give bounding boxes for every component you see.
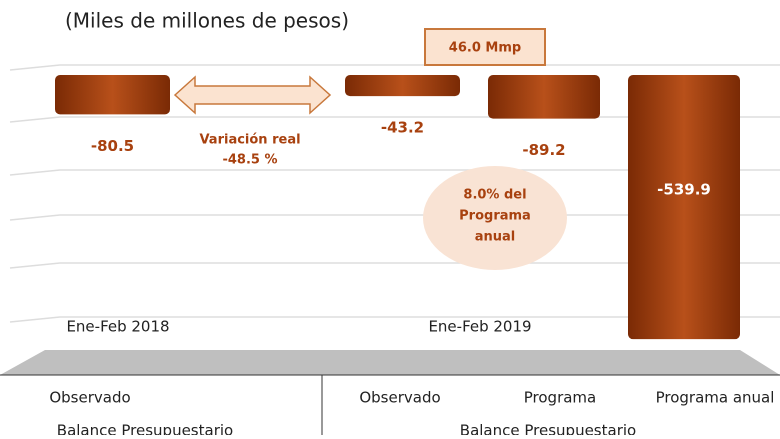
group-sublabel: Balance Presupuestario: [57, 422, 233, 436]
value-label: -80.5: [91, 137, 134, 155]
annotation: Programa: [459, 209, 531, 224]
annotation: Variación real: [199, 133, 300, 148]
value-label: -539.9: [657, 181, 711, 199]
value-label: -43.2: [381, 119, 424, 137]
value-label: -89.2: [522, 141, 565, 159]
category-label: Programa anual: [656, 389, 775, 407]
annotation: anual: [475, 230, 516, 245]
floor: [0, 350, 780, 375]
annotation: 8.0% del: [463, 188, 526, 203]
bar: [55, 75, 170, 115]
category-label: Observado: [49, 389, 130, 407]
group-label: Ene-Feb 2019: [428, 318, 531, 336]
callout-box: [424, 28, 546, 66]
category-label: Programa: [524, 389, 596, 407]
subtitle: (Miles de millones de pesos): [65, 9, 349, 33]
callout-ellipse: [423, 166, 567, 270]
bar: [345, 75, 460, 97]
annotation: 46.0 Mmp: [449, 41, 521, 56]
group-sublabel: Balance Presupuestario: [460, 422, 636, 436]
category-label: Observado: [359, 389, 440, 407]
group-label: Ene-Feb 2018: [66, 318, 169, 336]
arrow: [173, 75, 332, 115]
bar: [628, 75, 740, 340]
annotation: -48.5 %: [222, 153, 277, 168]
bar: [488, 75, 600, 119]
